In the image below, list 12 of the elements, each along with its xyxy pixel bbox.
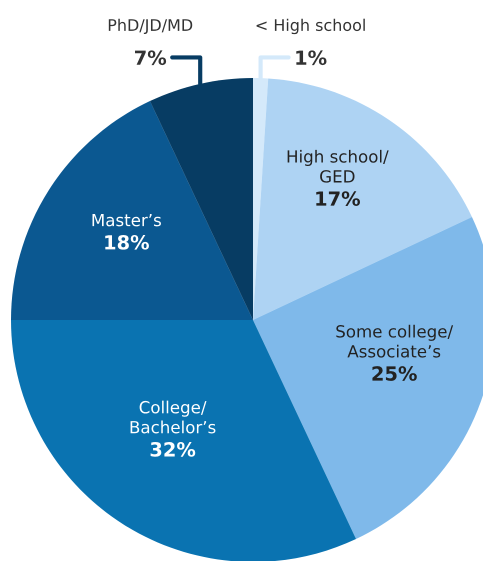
data-label: 7%: [135, 50, 166, 66]
data-label: 17%: [316, 191, 360, 206]
slice-label: < High school: [256, 18, 365, 34]
data-label: 1%: [296, 50, 326, 66]
slice-label: Some college/ Associate’s: [336, 324, 454, 358]
slice-label: High school/ GED: [288, 150, 389, 183]
data-label: 32%: [150, 442, 196, 457]
data-label: 25%: [372, 366, 417, 381]
slice-label: College/ Bachelor’s: [130, 400, 216, 434]
slice-label: Master’s: [92, 214, 161, 226]
slice-label: PhD/JD/MD: [108, 18, 192, 34]
data-label: 18%: [105, 234, 149, 250]
